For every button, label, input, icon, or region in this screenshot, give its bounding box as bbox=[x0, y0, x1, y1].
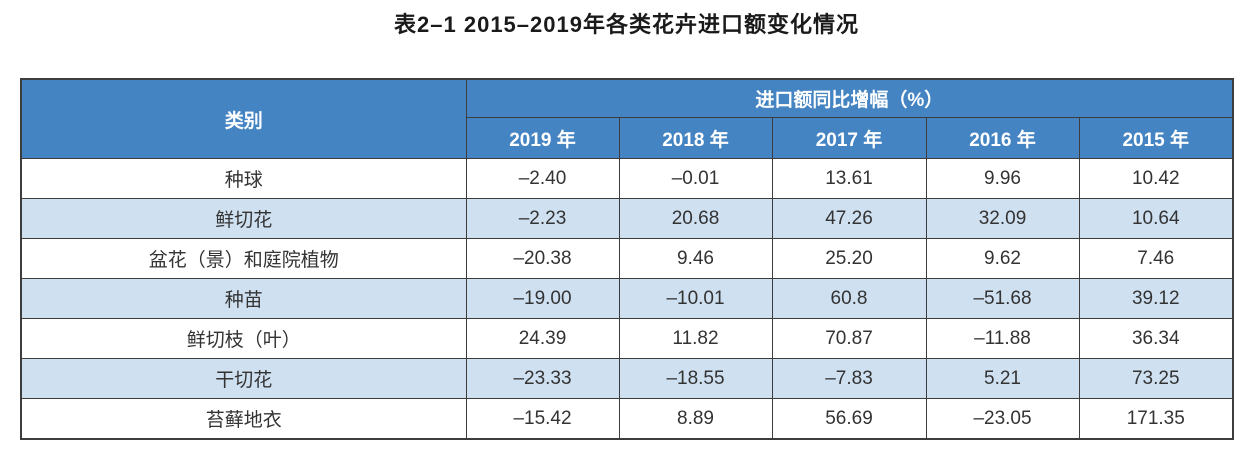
cell-value: –19.00 bbox=[465, 278, 620, 319]
cell-value: 39.12 bbox=[1078, 278, 1234, 319]
cell-value: –2.40 bbox=[465, 158, 620, 199]
table-row: 鲜切花 –2.23 20.68 47.26 32.09 10.64 bbox=[20, 198, 1234, 239]
table-row: 种苗 –19.00 –10.01 60.8 –51.68 39.12 bbox=[20, 278, 1234, 319]
column-header-2019: 2019 年 bbox=[465, 117, 620, 159]
cell-value: 60.8 bbox=[771, 278, 927, 319]
table-row: 苔藓地衣 –15.42 8.89 56.69 –23.05 171.35 bbox=[20, 398, 1234, 440]
column-header-2018: 2018 年 bbox=[618, 117, 773, 159]
cell-value: 8.89 bbox=[618, 398, 773, 440]
table-row: 鲜切枝（叶） 24.39 11.82 70.87 –11.88 36.34 bbox=[20, 318, 1234, 359]
table-row: 盆花（景）和庭院植物 –20.38 9.46 25.20 9.62 7.46 bbox=[20, 238, 1234, 279]
cell-value: 20.68 bbox=[618, 198, 773, 239]
cell-value: 10.64 bbox=[1078, 198, 1234, 239]
cell-value: –10.01 bbox=[618, 278, 773, 319]
row-category: 种苗 bbox=[20, 278, 467, 319]
cell-value: 9.62 bbox=[925, 238, 1080, 279]
cell-value: –51.68 bbox=[925, 278, 1080, 319]
column-header-2016: 2016 年 bbox=[925, 117, 1080, 159]
cell-value: 70.87 bbox=[771, 318, 927, 359]
table-title: 表2–1 2015–2019年各类花卉进口额变化情况 bbox=[394, 12, 859, 37]
cell-value: 73.25 bbox=[1078, 358, 1234, 399]
group-header-import-growth: 进口额同比增幅（%） bbox=[465, 78, 1234, 118]
cell-value: 13.61 bbox=[771, 158, 927, 199]
row-category: 鲜切枝（叶） bbox=[20, 318, 467, 359]
cell-value: 24.39 bbox=[465, 318, 620, 359]
cell-value: 7.46 bbox=[1078, 238, 1234, 279]
cell-value: –11.88 bbox=[925, 318, 1080, 359]
cell-value: 10.42 bbox=[1078, 158, 1234, 199]
row-category: 干切花 bbox=[20, 358, 467, 399]
column-header-2017: 2017 年 bbox=[771, 117, 927, 159]
column-header-2015: 2015 年 bbox=[1078, 117, 1234, 159]
cell-value: 9.96 bbox=[925, 158, 1080, 199]
cell-value: 171.35 bbox=[1078, 398, 1234, 440]
cell-value: –18.55 bbox=[618, 358, 773, 399]
cell-value: –2.23 bbox=[465, 198, 620, 239]
row-category: 鲜切花 bbox=[20, 198, 467, 239]
cell-value: –23.33 bbox=[465, 358, 620, 399]
table-row: 干切花 –23.33 –18.55 –7.83 5.21 73.25 bbox=[20, 358, 1234, 399]
cell-value: –23.05 bbox=[925, 398, 1080, 440]
cell-value: –20.38 bbox=[465, 238, 620, 279]
cell-value: 47.26 bbox=[771, 198, 927, 239]
cell-value: –15.42 bbox=[465, 398, 620, 440]
flower-import-table: 类别 进口额同比增幅（%） 2019 年 2018 年 2017 年 2016 … bbox=[20, 78, 1235, 440]
cell-value: 5.21 bbox=[925, 358, 1080, 399]
cell-value: 56.69 bbox=[771, 398, 927, 440]
cell-value: –7.83 bbox=[771, 358, 927, 399]
row-category: 苔藓地衣 bbox=[20, 398, 467, 440]
cell-value: 9.46 bbox=[618, 238, 773, 279]
row-category: 种球 bbox=[20, 158, 467, 199]
row-category: 盆花（景）和庭院植物 bbox=[20, 238, 467, 279]
table-row: 种球 –2.40 –0.01 13.61 9.96 10.42 bbox=[20, 158, 1234, 199]
cell-value: 32.09 bbox=[925, 198, 1080, 239]
cell-value: 11.82 bbox=[618, 318, 773, 359]
column-header-category: 类别 bbox=[20, 78, 467, 159]
cell-value: –0.01 bbox=[618, 158, 773, 199]
cell-value: 25.20 bbox=[771, 238, 927, 279]
cell-value: 36.34 bbox=[1078, 318, 1234, 359]
